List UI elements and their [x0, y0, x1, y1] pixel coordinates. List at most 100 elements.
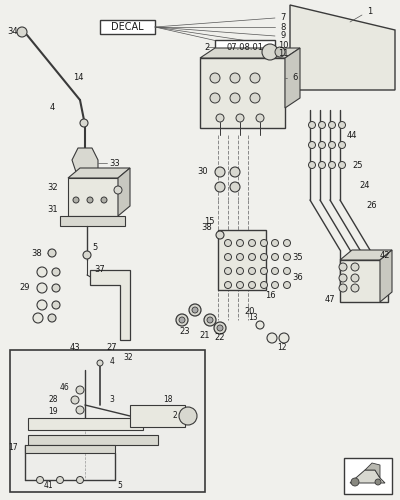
Bar [100, 20, 155, 34]
Circle shape [338, 122, 346, 128]
Polygon shape [118, 168, 130, 216]
Circle shape [260, 268, 268, 274]
Circle shape [179, 407, 197, 425]
Circle shape [272, 254, 278, 260]
Text: 28: 28 [48, 396, 58, 404]
Circle shape [73, 197, 79, 203]
Circle shape [52, 301, 60, 309]
Text: 18: 18 [163, 396, 173, 404]
Polygon shape [380, 250, 392, 302]
Text: 27: 27 [107, 344, 117, 352]
Circle shape [248, 282, 256, 288]
Text: 2: 2 [204, 42, 210, 51]
Text: 16: 16 [265, 292, 275, 300]
Circle shape [83, 251, 91, 259]
Text: 41: 41 [43, 482, 53, 490]
Circle shape [284, 268, 290, 274]
Text: 07.08.01: 07.08.01 [226, 42, 264, 51]
Text: 44: 44 [347, 130, 357, 140]
Circle shape [48, 249, 56, 257]
Circle shape [114, 186, 122, 194]
Circle shape [230, 73, 240, 83]
Circle shape [267, 333, 277, 343]
Bar [68, 178, 118, 216]
Bar [215, 40, 275, 54]
Text: 15: 15 [204, 218, 215, 226]
Circle shape [217, 325, 223, 331]
Circle shape [256, 321, 264, 329]
Text: 6: 6 [292, 74, 298, 82]
Circle shape [308, 162, 316, 168]
Text: 42: 42 [380, 250, 390, 260]
Circle shape [308, 142, 316, 148]
Bar [25, 445, 115, 453]
Text: 1: 1 [367, 8, 373, 16]
Circle shape [318, 162, 326, 168]
Circle shape [236, 114, 244, 122]
Circle shape [37, 300, 47, 310]
Circle shape [216, 231, 224, 239]
Circle shape [260, 282, 268, 288]
Bar [130, 405, 185, 427]
Text: 20: 20 [245, 308, 255, 316]
Circle shape [224, 268, 232, 274]
Text: 25: 25 [353, 160, 363, 170]
Polygon shape [68, 168, 130, 178]
Text: DECAL: DECAL [111, 22, 143, 32]
Text: 36: 36 [293, 274, 303, 282]
Circle shape [87, 197, 93, 203]
Circle shape [279, 333, 289, 343]
Circle shape [236, 254, 244, 260]
Circle shape [37, 267, 47, 277]
Text: 37: 37 [95, 266, 105, 274]
Text: 29: 29 [20, 284, 30, 292]
Text: 32: 32 [123, 354, 133, 362]
Circle shape [248, 254, 256, 260]
Circle shape [224, 254, 232, 260]
Bar [340, 260, 388, 302]
Text: 24: 24 [360, 180, 370, 190]
Circle shape [256, 114, 264, 122]
Text: 19: 19 [48, 408, 58, 416]
Bar [218, 230, 266, 290]
Text: 31: 31 [47, 206, 58, 214]
Text: 4: 4 [110, 358, 114, 366]
Circle shape [224, 240, 232, 246]
Circle shape [328, 162, 336, 168]
Text: 12: 12 [277, 344, 287, 352]
Circle shape [216, 114, 224, 122]
Circle shape [250, 93, 260, 103]
Polygon shape [350, 470, 385, 483]
Text: 33: 33 [110, 158, 120, 168]
Circle shape [101, 197, 107, 203]
Circle shape [248, 268, 256, 274]
Polygon shape [90, 270, 130, 340]
Circle shape [76, 386, 84, 394]
Circle shape [260, 240, 268, 246]
Circle shape [375, 479, 381, 485]
Text: 23: 23 [179, 328, 190, 336]
Circle shape [207, 317, 213, 323]
Polygon shape [365, 463, 380, 478]
Circle shape [272, 282, 278, 288]
Text: 5: 5 [118, 482, 122, 490]
Polygon shape [285, 48, 300, 108]
Text: 8: 8 [280, 22, 286, 32]
Circle shape [339, 284, 347, 292]
Text: 46: 46 [60, 384, 70, 392]
Circle shape [351, 284, 359, 292]
Circle shape [248, 240, 256, 246]
Circle shape [215, 182, 225, 192]
Circle shape [52, 268, 60, 276]
Text: 14: 14 [73, 74, 83, 82]
Circle shape [48, 314, 56, 322]
Text: 10: 10 [278, 40, 288, 50]
Circle shape [230, 93, 240, 103]
Text: 38: 38 [201, 224, 212, 232]
Circle shape [328, 142, 336, 148]
Text: 38: 38 [31, 248, 42, 258]
Text: 30: 30 [197, 168, 208, 176]
Text: 32: 32 [47, 184, 58, 192]
Polygon shape [340, 250, 392, 260]
Text: 11: 11 [278, 50, 288, 58]
